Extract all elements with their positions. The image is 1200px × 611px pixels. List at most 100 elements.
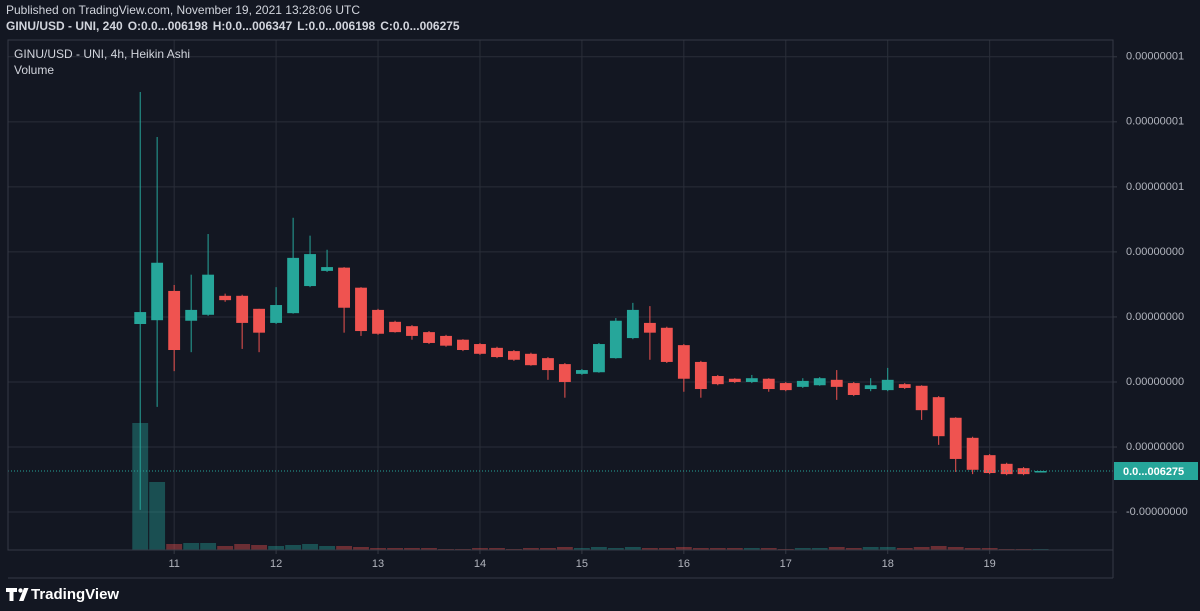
volume-bar: [573, 548, 590, 550]
x-tick-label: 11: [168, 558, 179, 570]
volume-bar: [472, 548, 488, 550]
candle-body: [321, 267, 333, 271]
candle-body: [643, 322, 656, 333]
volume-bar: [489, 548, 505, 550]
candle-body: [660, 327, 673, 362]
volume-bar: [760, 548, 777, 550]
chart-title: GINU/USD - UNI, 4h, Heikin Ashi: [14, 47, 190, 61]
candle-body: [236, 295, 249, 323]
candle-body: [134, 312, 147, 324]
candle-body: [338, 267, 351, 308]
volume-bar: [811, 548, 828, 550]
volume-bar: [658, 548, 675, 550]
volume-bar: [828, 547, 845, 550]
logo-icon: [18, 588, 23, 593]
volume-bar: [845, 548, 862, 550]
low-label: L:0.0...006198: [297, 19, 375, 33]
volume-bar: [523, 548, 539, 550]
symbol-line: GINU/USD - UNI, 240 O:0.0...006198 H:0.0..…: [6, 19, 460, 33]
y-tick-label: 0.00000000: [1126, 441, 1184, 453]
volume-bar: [692, 548, 709, 550]
open-label: O:0.0...006198: [128, 19, 208, 33]
volume-bar: [234, 544, 251, 550]
volume-bar: [879, 547, 896, 550]
volume-bar: [607, 548, 624, 550]
candle-body: [932, 397, 945, 437]
candle-body: [304, 254, 316, 287]
x-tick-label: 13: [372, 558, 384, 570]
candle-body: [1034, 471, 1047, 473]
candle-body: [219, 295, 232, 301]
volume-bar: [540, 548, 556, 550]
volume-bar: [404, 548, 420, 550]
volume-bar: [370, 548, 386, 550]
symbol: GINU/USD - UNI, 240: [6, 19, 123, 33]
volume-bar: [624, 547, 641, 550]
x-tick-label: 17: [780, 558, 792, 570]
candle-body: [864, 385, 877, 390]
volume-bar: [183, 543, 200, 550]
volume-bar: [896, 548, 913, 550]
candle-body: [966, 437, 979, 470]
x-tick-label: 15: [576, 558, 588, 570]
close-label: C:0.0...006275: [380, 19, 460, 33]
volume-bar: [913, 547, 930, 550]
volume-bar: [709, 548, 726, 550]
volume-bar: [319, 546, 335, 550]
volume-bar: [862, 547, 879, 550]
candle-body: [593, 344, 605, 373]
candle-body: [406, 326, 418, 336]
candle-body: [372, 309, 384, 334]
volume-bar: [353, 547, 369, 550]
volume-bar: [641, 548, 658, 550]
x-tick-label: 18: [882, 558, 894, 570]
logo-icon: [6, 588, 29, 601]
volume-bar: [675, 547, 692, 550]
candle-body: [745, 378, 758, 382]
candle-body: [830, 379, 843, 387]
logo: TradingView: [6, 586, 119, 603]
candle-body: [525, 353, 537, 366]
candle-body: [949, 417, 962, 459]
candle-body: [881, 379, 894, 391]
x-tick-label: 14: [474, 558, 486, 570]
published-note: Published on TradingView.com, November 1…: [6, 3, 360, 17]
candle-body: [677, 345, 690, 379]
candle-body: [847, 383, 860, 395]
candle-body: [626, 309, 639, 339]
candle-body: [491, 347, 503, 358]
y-tick-label: 0.00000001: [1126, 116, 1184, 128]
candle-body: [779, 383, 792, 391]
candle-body: [728, 378, 741, 382]
x-tick-label: 12: [270, 558, 282, 570]
volume-bar: [556, 547, 573, 550]
y-tick-label: 0.00000001: [1126, 181, 1184, 193]
x-tick-label: 16: [678, 558, 690, 570]
candle-body: [762, 378, 775, 390]
candle-body: [796, 380, 809, 387]
y-tick-label: 0.00000000: [1126, 246, 1184, 258]
candle-body: [440, 335, 452, 346]
candle-body: [185, 309, 198, 321]
volume-bar: [251, 545, 267, 550]
volume-bar: [302, 544, 318, 550]
candle-body: [609, 320, 622, 359]
y-tick-label: 0.00000000: [1126, 311, 1184, 323]
candle-body: [542, 358, 554, 371]
y-tick-label: 0.00000000: [1126, 376, 1184, 388]
candle-body: [168, 290, 181, 351]
candle-body: [898, 384, 911, 388]
candle-body: [507, 351, 520, 360]
volume-bar: [217, 546, 234, 550]
volume-bar: [591, 547, 607, 550]
candle-body: [694, 361, 707, 390]
volume-bar: [421, 548, 437, 550]
candle-body: [270, 305, 283, 323]
volume-title: Volume: [14, 63, 54, 77]
volume-bar: [387, 548, 403, 550]
candle-body: [1017, 468, 1030, 475]
candle-body: [711, 376, 724, 385]
candle-body: [474, 344, 486, 354]
